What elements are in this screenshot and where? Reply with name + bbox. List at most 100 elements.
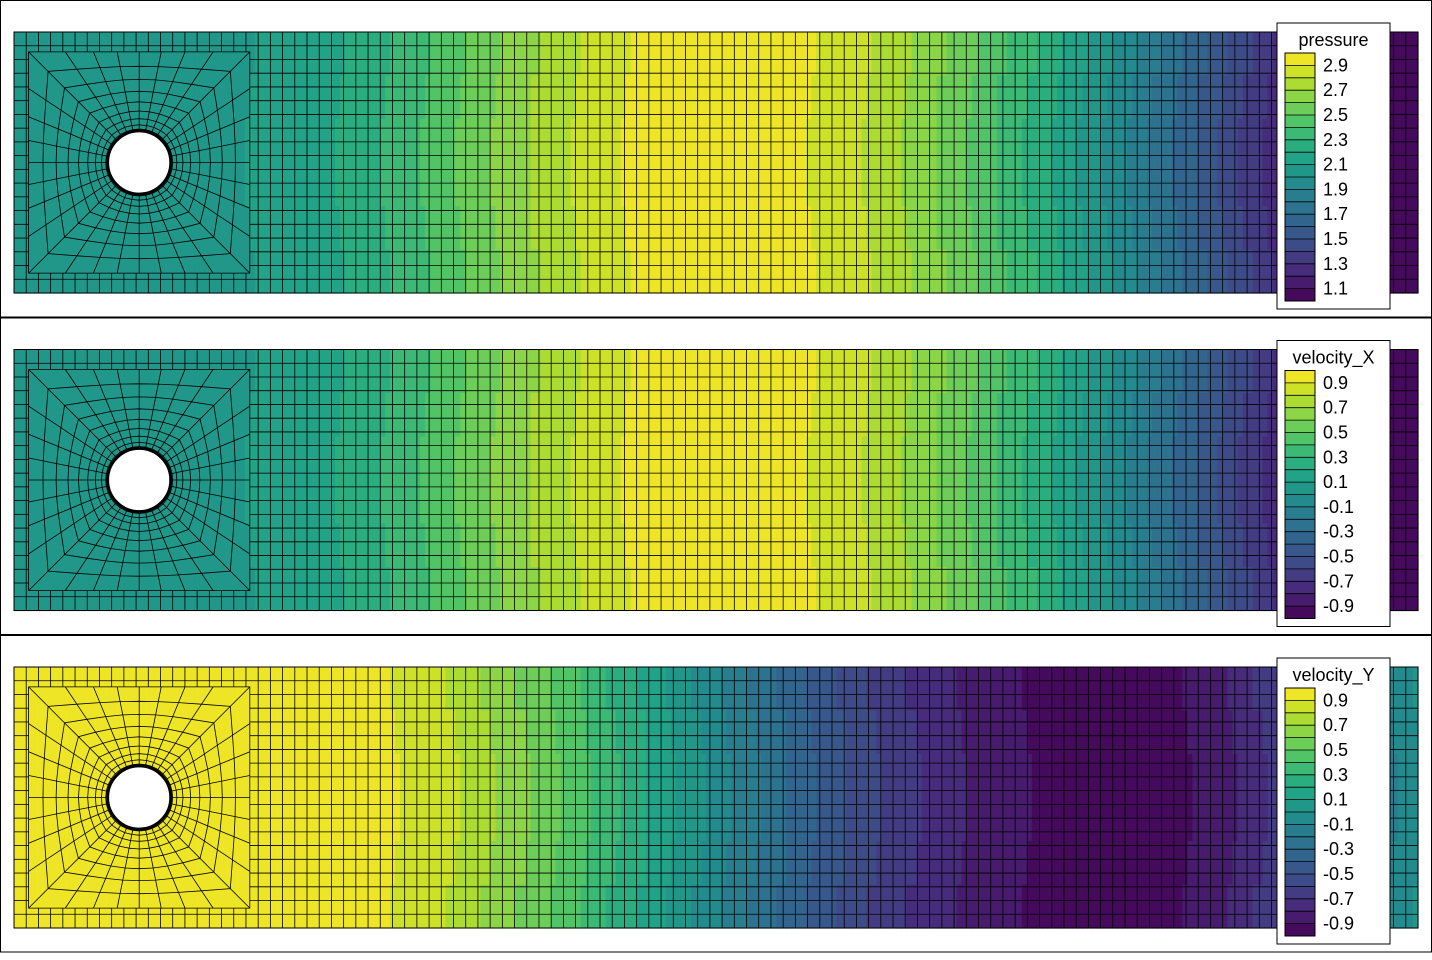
field-cell (907, 524, 913, 568)
field-cell (591, 350, 597, 394)
field-cell (871, 393, 877, 437)
field-cell (1248, 754, 1254, 798)
field-cell (520, 350, 526, 394)
field-cell (1222, 437, 1228, 481)
field-cell (731, 250, 737, 294)
field-cell (415, 754, 421, 798)
field-cell (741, 524, 747, 568)
field-cell (1127, 667, 1133, 711)
field-cell (977, 711, 983, 755)
field-cell (641, 350, 647, 394)
field-cell (806, 250, 812, 294)
field-cell (325, 754, 331, 798)
field-cell (546, 393, 552, 437)
field-cell (696, 250, 702, 294)
field-cell (420, 350, 426, 394)
field-cell (621, 437, 627, 481)
field-cell (806, 667, 812, 711)
field-cell (1398, 437, 1404, 481)
field-cell (370, 350, 376, 394)
field-cell (556, 437, 562, 481)
field-cell (220, 250, 226, 294)
field-cell (430, 567, 436, 611)
field-cell (1007, 524, 1013, 568)
field-cell (34, 206, 40, 250)
field-cell (490, 32, 496, 76)
field-cell (54, 350, 60, 394)
field-cell (706, 119, 712, 163)
field-cell (285, 206, 291, 250)
field-cell (761, 754, 767, 798)
colorbar-swatch (1285, 239, 1315, 252)
field-cell (967, 206, 973, 250)
field-cell (932, 393, 938, 437)
field-cell (902, 350, 908, 394)
field-cell (1127, 711, 1133, 755)
field-cell (14, 754, 20, 798)
field-cell (325, 250, 331, 294)
field-cell (1217, 250, 1223, 294)
field-cell (360, 393, 366, 437)
field-cell (1022, 76, 1028, 120)
field-cell (1268, 76, 1274, 120)
field-cell (44, 437, 50, 481)
field-cell (611, 393, 617, 437)
field-cell (1127, 206, 1133, 250)
field-cell (876, 206, 882, 250)
field-cell (611, 437, 617, 481)
field-cell (781, 350, 787, 394)
field-cell (541, 711, 547, 755)
field-cell (345, 250, 351, 294)
field-cell (1258, 437, 1264, 481)
field-cell (691, 350, 697, 394)
field-cell (856, 711, 862, 755)
field-cell (761, 711, 767, 755)
field-cell (1052, 667, 1058, 711)
field-cell (696, 393, 702, 437)
field-cell (450, 32, 456, 76)
field-cell (1007, 32, 1013, 76)
field-cell (937, 667, 943, 711)
field-cell (1102, 667, 1108, 711)
field-cell (139, 667, 145, 711)
field-cell (957, 250, 963, 294)
field-cell (1217, 393, 1223, 437)
field-cell (942, 350, 948, 394)
field-cell (586, 567, 592, 611)
field-cell (786, 250, 792, 294)
field-cell (300, 76, 306, 120)
field-cell (405, 32, 411, 76)
field-cell (736, 667, 742, 711)
field-cell (44, 754, 50, 798)
colorbar-tick-label: 2.7 (1323, 80, 1348, 100)
field-cell (736, 754, 742, 798)
field-cell (1097, 437, 1103, 481)
field-cell (1147, 437, 1153, 481)
field-cell (260, 667, 266, 711)
field-cell (982, 76, 988, 120)
field-cell (240, 437, 246, 481)
field-cell (460, 250, 466, 294)
field-cell (94, 567, 100, 611)
field-cell (215, 567, 221, 611)
field-cell (892, 524, 898, 568)
field-cell (1007, 206, 1013, 250)
field-cell (781, 754, 787, 798)
field-cell (420, 250, 426, 294)
field-cell (541, 32, 547, 76)
field-cell (1012, 76, 1018, 120)
field-cell (871, 754, 877, 798)
field-cell (470, 250, 476, 294)
field-cell (616, 667, 622, 711)
field-cell (385, 119, 391, 163)
field-cell (686, 206, 692, 250)
field-cell (746, 250, 752, 294)
field-cell (149, 350, 155, 394)
field-cell (731, 76, 737, 120)
field-cell (169, 32, 175, 76)
field-cell (1017, 667, 1023, 711)
field-cell (1227, 119, 1233, 163)
field-cell (1408, 76, 1414, 120)
field-cell (982, 754, 988, 798)
field-cell (816, 437, 822, 481)
